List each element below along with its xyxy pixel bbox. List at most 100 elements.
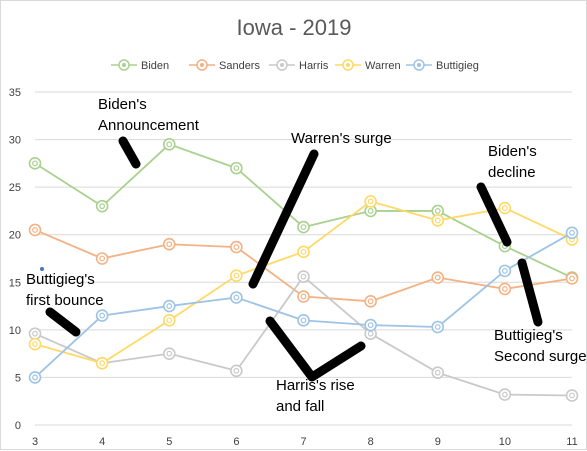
biden-decline-stroke — [476, 182, 512, 247]
y-tick-label: 20 — [9, 230, 21, 242]
annotation-line: Warren's surge — [291, 130, 392, 147]
data-point-inner — [569, 275, 575, 282]
annotation-line: first bounce — [26, 292, 104, 309]
data-point-inner — [166, 303, 173, 309]
annotation-line: Buttigieg's — [26, 271, 95, 288]
y-tick-label: 15 — [9, 277, 21, 289]
data-point-inner — [367, 198, 374, 205]
legend-label: Warren — [365, 60, 401, 72]
data-point-inner — [233, 367, 240, 374]
buttigieg-second-stroke — [517, 258, 543, 327]
data-point-inner — [569, 392, 575, 399]
data-point-inner — [32, 330, 38, 337]
data-point — [565, 272, 579, 285]
data-point — [431, 320, 445, 334]
data-point-inner — [367, 322, 374, 329]
data-point-inner — [300, 273, 307, 280]
data-point-inner — [300, 248, 307, 255]
data-point — [95, 309, 109, 322]
legend-entry: Harris — [269, 59, 329, 72]
data-point-inner — [166, 141, 173, 148]
data-point-inner — [367, 208, 374, 214]
legend-label: Biden — [141, 60, 169, 72]
data-point-inner — [99, 255, 106, 262]
harris-rise-stroke — [265, 316, 366, 382]
data-point — [95, 199, 109, 213]
x-axis-ticks: 3 4 5 6 7 8 9 10 11 — [32, 436, 578, 448]
annotation-line: Biden's — [488, 143, 537, 160]
data-point-inner — [300, 224, 307, 231]
data-point-inner — [233, 294, 240, 301]
legend: Biden Sanders Harris Warren Buttigieg — [111, 59, 479, 72]
data-point-inner — [501, 391, 508, 398]
data-point — [297, 290, 310, 303]
data-point — [364, 295, 377, 308]
data-point-inner — [501, 205, 508, 211]
legend-marker-dot — [417, 63, 421, 67]
data-point — [431, 366, 445, 379]
data-point — [230, 240, 243, 254]
annotation-line: Buttigieg's — [494, 327, 563, 344]
data-point-inner — [434, 324, 441, 330]
data-point-inner — [300, 293, 307, 300]
annotation-buttigieg-second: Buttigieg's Second surge — [494, 327, 587, 365]
legend-entry: Sanders — [189, 59, 260, 72]
series-lines — [28, 138, 579, 402]
data-point-inner — [434, 274, 441, 281]
data-point — [162, 237, 176, 251]
data-point-inner — [32, 160, 38, 167]
x-tick-label: 8 — [368, 436, 374, 448]
data-point-inner — [99, 312, 106, 319]
x-tick-label: 7 — [300, 436, 306, 448]
warren-surge-stroke — [248, 149, 319, 289]
data-point-inner — [99, 360, 106, 367]
annotation-harris-rise: Harris's rise and fall — [276, 377, 355, 415]
data-point-inner — [434, 217, 441, 224]
data-point-inner — [233, 165, 240, 172]
data-point-inner — [166, 241, 173, 248]
y-tick-label: 35 — [9, 87, 21, 99]
data-point-inner — [166, 317, 173, 324]
data-point-inner — [300, 317, 307, 324]
annotation-warren-surge: Warren's surge — [291, 130, 392, 147]
data-point — [95, 356, 109, 370]
data-point — [297, 220, 310, 234]
y-tick-label: 5 — [15, 372, 21, 384]
data-point — [230, 161, 243, 175]
y-tick-label: 0 — [15, 420, 21, 432]
legend-marker-dot — [122, 63, 126, 67]
x-tick-label: 5 — [166, 436, 172, 448]
data-point — [28, 371, 42, 384]
x-tick-label: 3 — [32, 436, 38, 448]
biden-announcement-stroke — [118, 136, 141, 169]
y-axis-ticks: 0 5 10 15 20 25 30 35 — [9, 87, 21, 432]
data-point-inner — [434, 369, 441, 376]
legend-label: Buttigieg — [436, 60, 479, 72]
data-point — [28, 337, 42, 351]
data-point-inner — [501, 286, 508, 292]
data-point — [162, 299, 176, 313]
data-point — [28, 223, 42, 237]
legend-label: Sanders — [219, 60, 260, 72]
annotation-line: and fall — [276, 398, 324, 415]
data-point — [498, 264, 512, 278]
data-point — [95, 252, 109, 265]
x-tick-label: 6 — [233, 436, 239, 448]
data-point-inner — [367, 298, 374, 305]
data-point-inner — [233, 272, 240, 279]
annotation-line: Announcement — [98, 117, 200, 134]
x-tick-label: 11 — [566, 436, 577, 448]
data-point-inner — [32, 227, 38, 233]
data-point — [230, 269, 243, 282]
chart-title: Iowa - 2019 — [237, 15, 352, 40]
annotation-strokes — [40, 136, 543, 382]
x-tick-label: 10 — [499, 436, 511, 448]
y-tick-label: 10 — [9, 325, 21, 337]
data-point — [28, 327, 42, 340]
legend-marker-dot — [280, 63, 284, 67]
data-point — [162, 314, 176, 327]
annotation-line: Second surge — [494, 348, 587, 365]
data-point — [297, 314, 310, 327]
